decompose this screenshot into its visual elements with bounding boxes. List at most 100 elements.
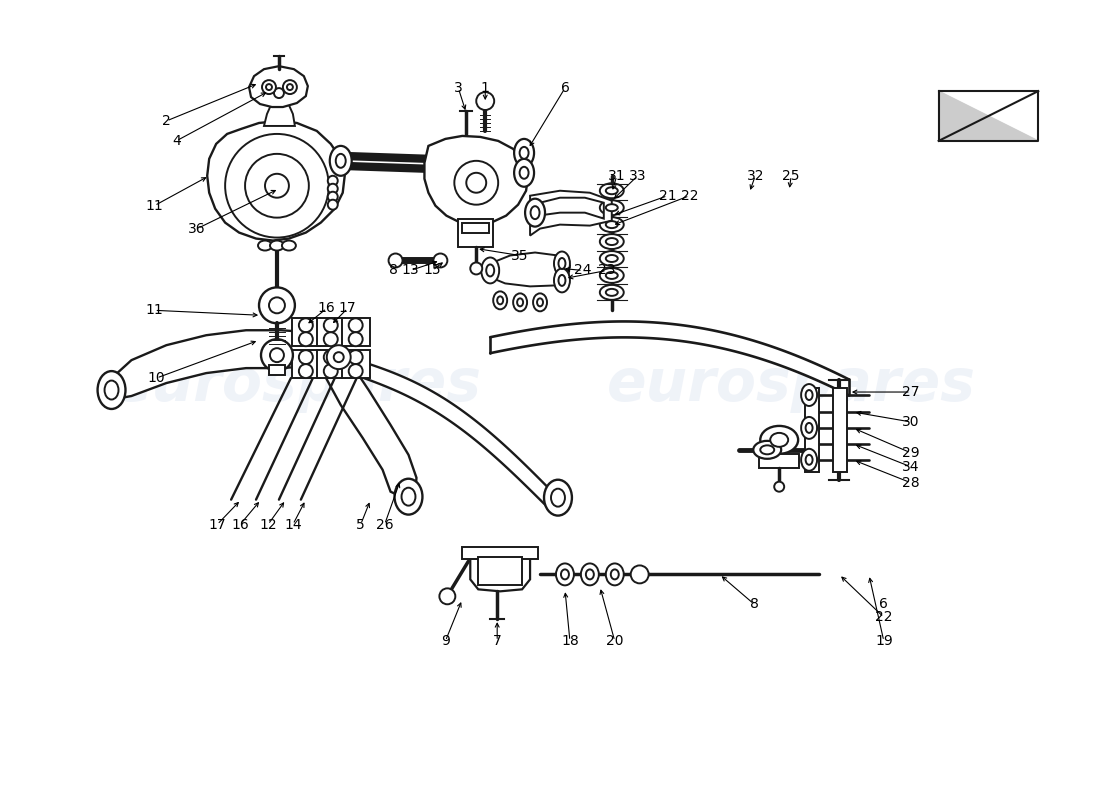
Circle shape xyxy=(328,192,338,202)
Ellipse shape xyxy=(559,258,565,269)
Text: 27: 27 xyxy=(902,385,920,399)
Text: 18: 18 xyxy=(561,634,579,648)
Ellipse shape xyxy=(330,146,352,176)
Ellipse shape xyxy=(801,384,817,406)
Circle shape xyxy=(245,154,309,218)
Bar xyxy=(462,547,538,559)
Ellipse shape xyxy=(104,381,119,399)
Bar xyxy=(270,365,285,375)
Text: 24: 24 xyxy=(574,263,592,278)
Circle shape xyxy=(299,364,312,378)
Circle shape xyxy=(328,200,338,210)
Circle shape xyxy=(328,176,338,186)
Text: eurospares: eurospares xyxy=(113,355,483,413)
Circle shape xyxy=(328,184,338,194)
Circle shape xyxy=(299,350,312,364)
Ellipse shape xyxy=(754,441,781,458)
Polygon shape xyxy=(249,66,308,107)
Text: 12: 12 xyxy=(260,518,277,531)
Ellipse shape xyxy=(481,258,499,283)
Circle shape xyxy=(454,161,498,205)
Text: 10: 10 xyxy=(147,371,165,385)
Text: 6: 6 xyxy=(879,598,889,611)
Circle shape xyxy=(333,352,343,362)
Text: 8: 8 xyxy=(750,598,759,611)
Text: 34: 34 xyxy=(902,460,920,474)
Ellipse shape xyxy=(554,269,570,292)
Ellipse shape xyxy=(551,489,565,506)
Text: 26: 26 xyxy=(376,518,394,531)
Circle shape xyxy=(439,588,455,604)
Polygon shape xyxy=(292,318,320,346)
Bar xyxy=(478,558,522,586)
Circle shape xyxy=(476,92,494,110)
Polygon shape xyxy=(425,136,528,226)
Text: 3: 3 xyxy=(454,81,463,95)
Polygon shape xyxy=(264,100,295,126)
Ellipse shape xyxy=(530,206,539,219)
Ellipse shape xyxy=(556,563,574,586)
Text: 21: 21 xyxy=(659,189,676,202)
Ellipse shape xyxy=(760,446,774,454)
Circle shape xyxy=(299,318,312,332)
Text: 16: 16 xyxy=(318,302,336,315)
Text: 22: 22 xyxy=(876,610,892,624)
Text: 17: 17 xyxy=(339,302,356,315)
Circle shape xyxy=(283,80,297,94)
Ellipse shape xyxy=(606,204,618,211)
Bar xyxy=(759,454,799,468)
Circle shape xyxy=(774,482,784,492)
Text: 9: 9 xyxy=(441,634,450,648)
Circle shape xyxy=(323,318,338,332)
Polygon shape xyxy=(317,318,344,346)
Bar xyxy=(833,388,847,472)
Ellipse shape xyxy=(98,371,125,409)
Circle shape xyxy=(299,332,312,346)
Ellipse shape xyxy=(805,423,813,433)
Polygon shape xyxy=(322,352,417,498)
Ellipse shape xyxy=(525,198,544,226)
Ellipse shape xyxy=(760,426,799,454)
Ellipse shape xyxy=(606,272,618,279)
Text: 19: 19 xyxy=(874,634,893,648)
Ellipse shape xyxy=(606,221,618,228)
Text: 4: 4 xyxy=(172,134,180,148)
Circle shape xyxy=(323,332,338,346)
Text: 2: 2 xyxy=(162,114,170,128)
Text: 22: 22 xyxy=(681,189,698,202)
Ellipse shape xyxy=(606,187,618,194)
Polygon shape xyxy=(471,554,530,591)
Text: 11: 11 xyxy=(145,303,163,318)
Ellipse shape xyxy=(600,234,624,249)
Circle shape xyxy=(433,254,448,267)
Ellipse shape xyxy=(497,296,503,304)
Text: 20: 20 xyxy=(606,634,624,648)
Ellipse shape xyxy=(402,488,416,506)
Text: 14: 14 xyxy=(284,518,301,531)
Text: 16: 16 xyxy=(231,518,249,531)
Ellipse shape xyxy=(561,570,569,579)
Polygon shape xyxy=(485,253,570,286)
Ellipse shape xyxy=(600,285,624,300)
Ellipse shape xyxy=(486,265,494,277)
Ellipse shape xyxy=(600,251,624,266)
Ellipse shape xyxy=(554,251,570,275)
Ellipse shape xyxy=(517,298,524,306)
Polygon shape xyxy=(317,350,344,378)
Ellipse shape xyxy=(801,449,817,470)
Circle shape xyxy=(471,262,482,274)
Circle shape xyxy=(262,80,276,94)
Text: 6: 6 xyxy=(561,81,570,95)
Text: 30: 30 xyxy=(902,415,920,429)
Ellipse shape xyxy=(270,241,284,250)
Ellipse shape xyxy=(600,200,624,215)
Text: 7: 7 xyxy=(493,634,502,648)
Text: 23: 23 xyxy=(598,263,616,278)
Text: 35: 35 xyxy=(512,249,529,262)
Circle shape xyxy=(388,254,403,267)
Circle shape xyxy=(270,298,285,314)
Polygon shape xyxy=(341,355,560,510)
Text: eurospares: eurospares xyxy=(607,355,976,413)
Ellipse shape xyxy=(519,147,529,159)
Circle shape xyxy=(274,88,284,98)
